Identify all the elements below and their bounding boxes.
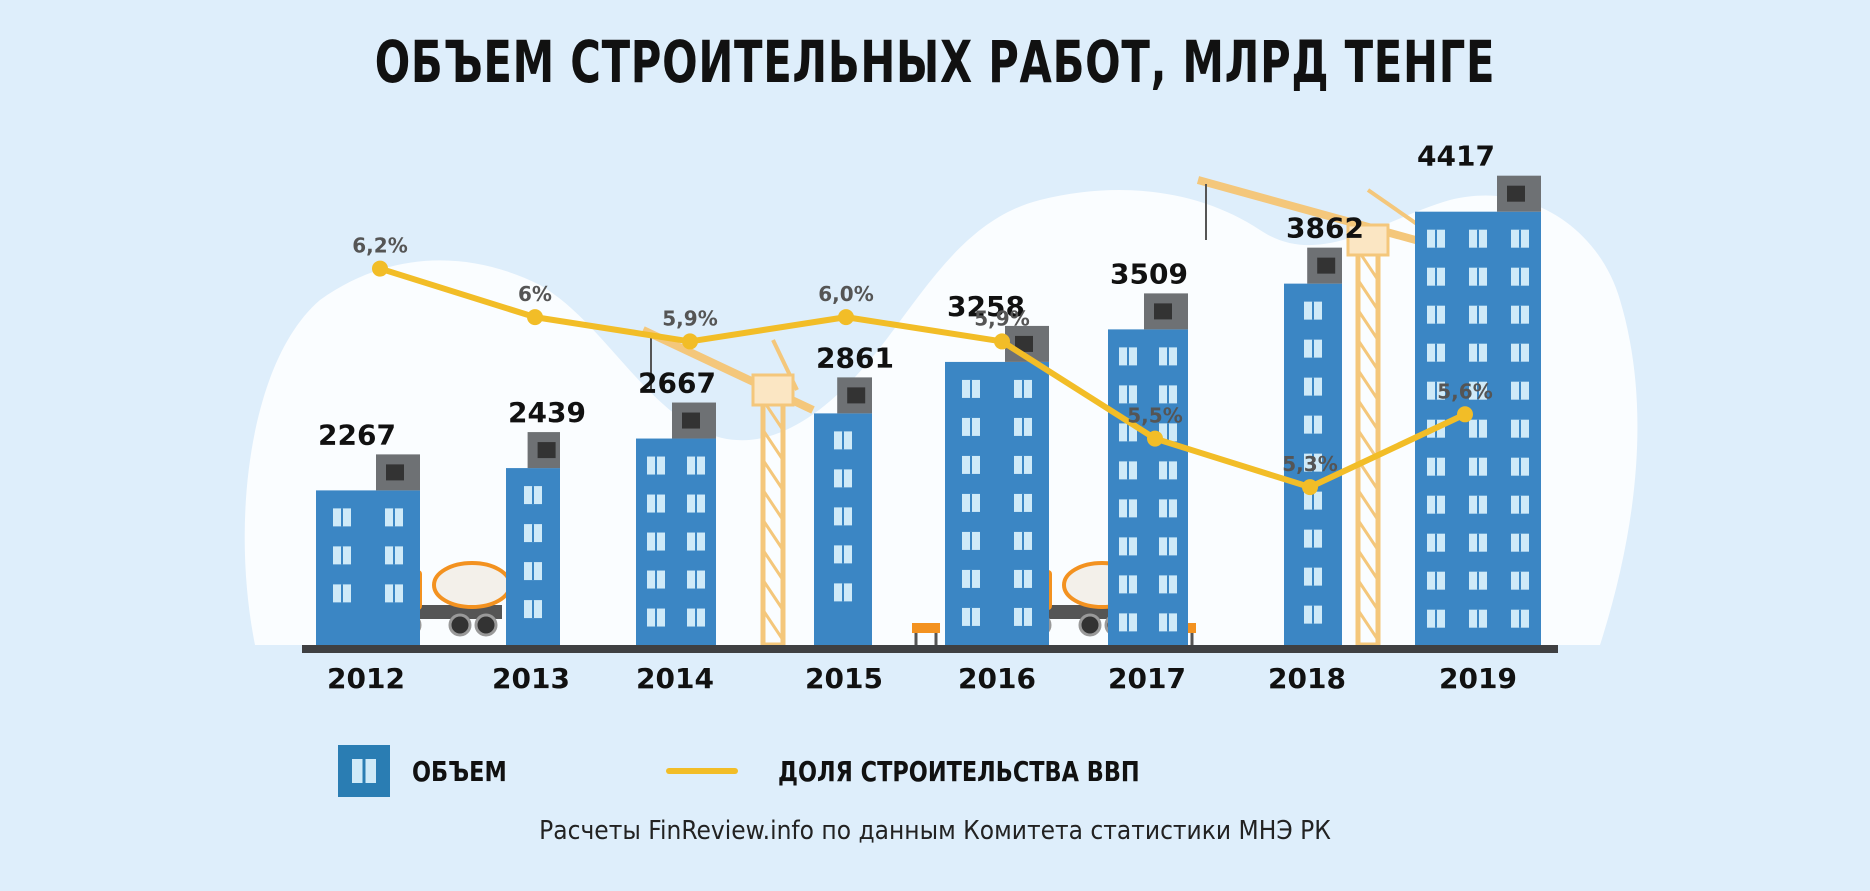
legend-item-volume: ОБЪЕМ [338,745,530,797]
share-value-label: 5,9% [974,306,1029,330]
bar-value-label: 2267 [318,418,396,451]
share-point-2017 [1147,430,1163,447]
bar-value-label: 2667 [638,367,716,400]
bar-2016 [945,325,1049,645]
share-value-label: 6% [518,282,552,306]
share-point-2015 [838,309,854,326]
legend-label-gdp-share: ДОЛЯ СТРОИТЕЛЬСТВА ВВП [778,754,1140,788]
share-value-label: 5,6% [1437,379,1492,403]
bar-value-label: 2439 [508,396,586,429]
bar-value-label: 4417 [1417,140,1495,173]
gdp-share-line [372,260,1473,496]
share-point-2018 [1302,479,1318,496]
bar-2017 [1108,293,1188,645]
x-tick-label: 2012 [327,662,405,695]
bar-body [316,490,420,645]
bar-value-label: 2861 [816,341,894,374]
share-point-2019 [1457,406,1473,423]
bar-body [1108,329,1188,645]
barrier-icon [912,623,940,645]
bar-2013 [506,432,560,645]
bar-value-label: 3862 [1286,212,1364,245]
volume-bars [316,175,1541,645]
legend-label-volume: ОБЪЕМ [412,754,507,788]
bar-body [945,361,1049,645]
bar-2015 [814,377,872,645]
x-tick-label: 2015 [805,662,883,695]
share-value-label: 5,3% [1282,452,1337,476]
x-tick-label: 2019 [1439,662,1517,695]
share-point-2013 [527,309,543,326]
data-labels: 2267 2439 2667 2861 3258 3509 3862 4417 6,2% 6% 5,… [318,140,1495,476]
ground-line [302,645,1558,653]
bar-2012 [316,454,420,645]
x-tick-label: 2018 [1268,662,1346,695]
chart-title: ОБЪЕМ СТРОИТЕЛЬНЫХ РАБОТ, МЛРД ТЕНГЕ [374,28,1496,96]
bar-value-label: 3258 [947,290,1025,323]
bar-2018 [1284,247,1342,645]
share-line [379,265,1467,491]
x-tick-label: 2014 [636,662,714,695]
x-tick-label: 2013 [492,662,570,695]
crane-icon [1196,176,1490,648]
share-value-label: 6,2% [352,234,407,258]
share-value-label: 6,0% [818,282,873,306]
building-window-icon [338,745,390,797]
share-point-2012 [372,260,388,277]
share-point-2016 [994,333,1010,350]
x-tick-label: 2017 [1108,662,1186,695]
share-value-label: 5,5% [1127,404,1182,428]
bar-2014 [636,402,716,645]
bar-body [814,413,872,645]
x-axis: 2012 2013 2014 2015 2016 2017 2018 2019 [302,645,1558,695]
line-swatch [666,768,738,774]
share-point-2014 [682,333,698,350]
legend-item-gdp-share: ДОЛЯ СТРОИТЕЛЬСТВА ВВП [666,746,1230,796]
x-tick-label: 2016 [958,662,1036,695]
bar-value-label: 3509 [1110,257,1188,290]
bar-2019 [1415,175,1541,645]
source-note: Расчеты FinReview.info по данным Комитет… [539,816,1331,846]
share-value-label: 5,9% [662,306,717,330]
